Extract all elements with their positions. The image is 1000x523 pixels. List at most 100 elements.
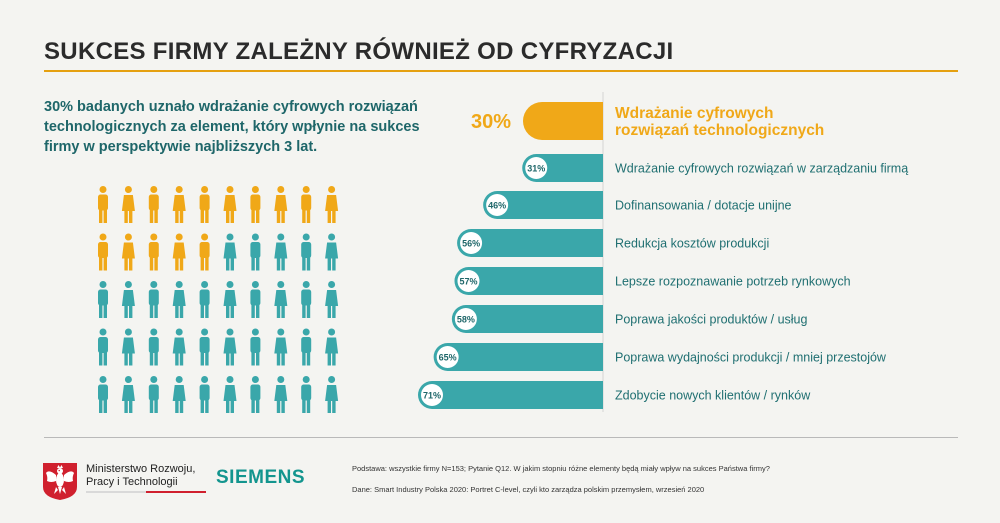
person-icon [98,233,108,271]
basis-note: Podstawa: wszystkie firmy N=153; Pytanie… [352,464,770,473]
bar [457,229,603,257]
person-icon [172,186,186,223]
person-icon [325,281,339,318]
person-icon [121,328,135,366]
person-icon [325,233,339,271]
bar [418,381,603,409]
bar-group: 71% Zdobycie nowych klientów / rynków [418,381,811,409]
person-icon [301,281,312,318]
person-icon [274,376,288,413]
poland-eagle-emblem-icon [43,463,77,500]
person-icon [172,281,186,318]
bar-group: 30% Wdrażanie cyfrowych rozwiązań technolo… [471,102,824,140]
bar-value-bubble [421,384,443,406]
bar-value-label: 31% [527,164,545,174]
person-icon [121,281,135,318]
person-icon [223,233,237,271]
bar-value-label: 56% [462,239,480,249]
ministry-logo-stripe [86,491,206,493]
bar-chart: 30% Wdrażanie cyfrowych rozwiązań technolo… [418,92,908,412]
person-icon [274,186,288,223]
bar-value-label: 30% [471,111,511,133]
person-icon [250,281,261,318]
bar-value-label: 57% [459,277,477,287]
category-label: Wdrażanie cyfrowych rozwiązań technologic… [615,105,824,139]
bar-group: 56% Redukcja kosztów produkcji [457,229,769,257]
bar-group: 31% Wdrażanie cyfrowych rozwiązań w zarzą… [522,154,908,182]
bar-group: 65% Poprawa wydajności produkcji / mniej … [433,343,887,372]
bar-value-bubble [457,270,480,292]
person-icon [172,328,186,366]
siemens-logo: SIEMENS [216,467,306,488]
bar-group: 58% Poprawa jakości produktów / usług [451,305,808,333]
bar-value-label: 71% [423,391,441,401]
category-label: Redukcja kosztów produkcji [615,237,769,251]
person-icon [301,186,312,223]
person-icon [148,281,159,318]
pictogram-grid [98,186,339,413]
category-label: Poprawa wydajności produkcji / mniej prz… [615,351,887,365]
bar-value-label: 58% [457,315,475,325]
bar-group: 57% Lepsze rozpoznawanie potrzeb rynkowyc… [454,267,851,295]
source-note: Dane: Smart Industry Polska 2020: Portre… [352,485,705,494]
person-icon [199,328,210,366]
person-icon [325,186,339,223]
person-icon [98,186,108,223]
intro-text: 30% badanych uznało wdrażanie cyfrowych … [44,99,420,155]
person-icon [274,233,288,271]
bar-value-label: 46% [488,201,506,211]
bar-value-bubble [525,157,548,179]
bar [433,343,603,372]
bar-value-label: 65% [439,353,457,363]
category-label: Zdobycie nowych klientów / rynków [615,389,811,403]
person-icon [199,186,210,223]
ministry-name: Ministerstwo Rozwoju, Pracy i Technologi… [86,463,196,488]
category-label: Dofinansowania / dotacje unijne [615,199,792,213]
person-icon [250,376,261,413]
person-icon [98,281,108,318]
bar [451,305,603,333]
page-title: SUKCES FIRMY ZALEŻNY RÓWNIEŻ OD CYFRYZAC… [44,38,674,65]
title-underline [44,70,958,72]
person-icon [121,233,135,271]
person-icon [250,186,261,223]
person-icon [301,233,312,271]
person-icon [274,281,288,318]
bar-value-bubble [460,232,483,254]
person-icon [223,328,237,366]
bar-value-bubble [436,346,459,368]
bar [483,191,603,219]
person-icon [148,186,159,223]
person-icon [98,328,108,366]
person-icon [121,376,135,413]
person-icon [250,233,261,271]
person-icon [250,328,261,366]
person-icon [172,376,186,413]
bar-value-bubble [454,308,477,330]
person-icon [121,186,135,223]
person-icon [172,233,186,271]
person-icon [199,233,210,271]
person-icon [325,328,339,366]
person-icon [98,376,108,413]
bar-value-bubble [486,194,509,216]
person-icon [148,328,159,366]
person-icon [199,376,210,413]
person-icon [274,328,288,366]
person-icon [301,376,312,413]
person-icon [148,233,159,271]
bar [454,267,603,295]
person-icon [223,281,237,318]
person-icon [223,376,237,413]
person-icon [325,376,339,413]
footer-divider [44,437,958,438]
person-icon [148,376,159,413]
bar [523,102,603,140]
person-icon [223,186,237,223]
category-label: Lepsze rozpoznawanie potrzeb rynkowych [615,275,851,289]
bar-group: 46% Dofinansowania / dotacje unijne [483,191,792,219]
category-label: Poprawa jakości produktów / usług [615,313,808,327]
person-icon [199,281,210,318]
category-label: Wdrażanie cyfrowych rozwiązań w zarządza… [615,162,908,176]
person-icon [301,328,312,366]
